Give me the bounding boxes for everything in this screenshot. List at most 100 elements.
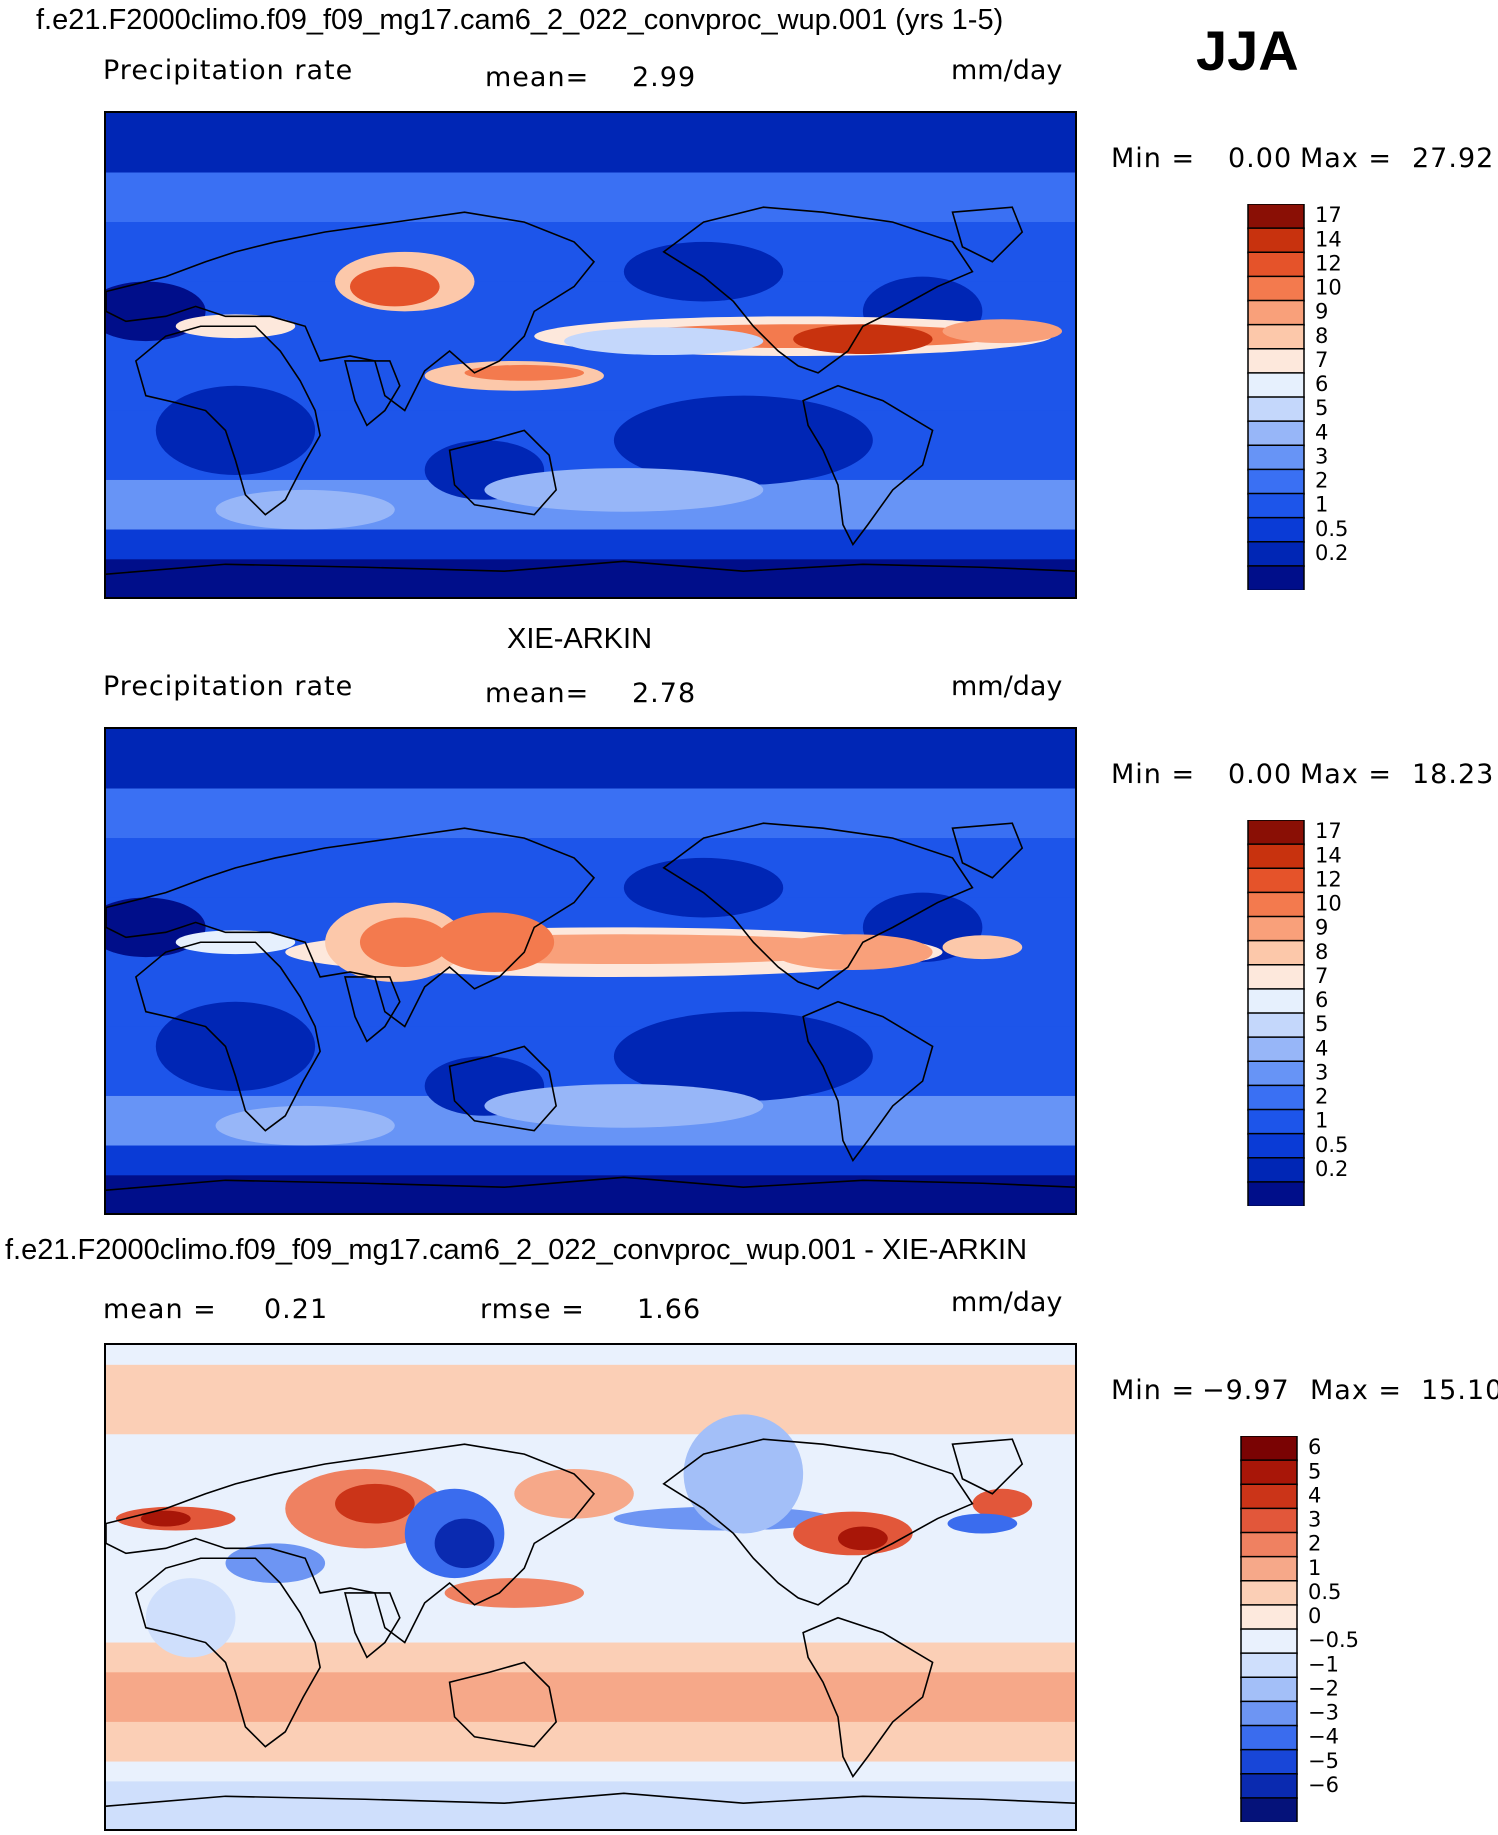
coastline — [134, 941, 321, 1132]
panel3-max-label: Max = — [1310, 1375, 1403, 1406]
colorbar-swatch — [1247, 1012, 1305, 1039]
colorbar-tick-label: −6 — [1308, 1773, 1339, 1797]
coastline — [343, 360, 401, 427]
panel1-min-value: 0.00 — [1228, 143, 1293, 174]
colorbar-swatch — [1247, 867, 1305, 894]
field-contour — [444, 1578, 585, 1608]
panel1-map — [104, 111, 1077, 599]
coastline — [802, 384, 934, 546]
colorbar-swatch — [1247, 1157, 1305, 1184]
colorbar-swatch — [1247, 915, 1305, 942]
colorbar-tick-label: 1 — [1315, 493, 1328, 517]
coastline — [448, 1045, 558, 1132]
colorbar-tick-label: 2 — [1308, 1532, 1321, 1556]
coastline — [662, 822, 974, 990]
colorbar-tick-label: 14 — [1315, 227, 1342, 251]
panel2-colorbar: 17 14 12 10 9 8 7 6 5 4 3 2 1 0.5 0.2 — [1247, 820, 1447, 1206]
colorbar-tick-label: 1 — [1308, 1556, 1321, 1580]
colorbar-swatch — [1247, 1132, 1305, 1159]
colorbar-swatch — [1247, 541, 1305, 568]
colorbar-tick-label: 7 — [1315, 348, 1328, 372]
panel2-title: XIE-ARKIN — [507, 623, 653, 655]
colorbar-tick-label: 10 — [1315, 276, 1342, 300]
field-contour — [464, 364, 585, 381]
coastline — [951, 206, 1024, 263]
colorbar-swatch — [1240, 1531, 1298, 1558]
panel2-map — [104, 727, 1077, 1215]
panel3-map — [104, 1343, 1077, 1831]
colorbar-swatch — [1247, 964, 1305, 991]
colorbar-swatch — [1247, 820, 1305, 846]
field-band — [106, 222, 1075, 282]
field-contour — [972, 1488, 1033, 1519]
colorbar-swatch — [1240, 1797, 1298, 1822]
colorbar-tick-label: 6 — [1308, 1436, 1321, 1459]
field-contour — [140, 1510, 191, 1527]
colorbar-tick-label: 12 — [1315, 251, 1342, 275]
colorbar-swatch — [1247, 251, 1305, 278]
colorbar-tick-label: 0 — [1308, 1604, 1321, 1628]
colorbar-tick-label: −1 — [1308, 1652, 1339, 1676]
colorbar-tick-label: 1 — [1315, 1109, 1328, 1133]
colorbar-tick-label: 4 — [1308, 1483, 1321, 1507]
colorbar-tick-label: 3 — [1315, 1060, 1328, 1084]
coastline — [106, 1792, 1075, 1807]
field-contour — [359, 917, 450, 968]
field-band — [106, 729, 1075, 789]
coastline — [951, 1438, 1024, 1495]
coastline — [106, 827, 596, 1028]
panel2-units: mm/day — [951, 671, 1063, 702]
colorbar-tick-label: 7 — [1315, 964, 1328, 988]
colorbar-swatch — [1247, 468, 1305, 495]
panel1-colorbar: 17 14 12 10 9 8 7 6 5 4 3 2 1 0.5 0.2 — [1247, 204, 1447, 590]
colorbar-tick-label: 17 — [1315, 204, 1342, 227]
colorbar-swatch — [1240, 1724, 1298, 1751]
panel1-mean-value: 2.99 — [632, 62, 697, 93]
field-contour — [683, 1414, 804, 1534]
colorbar-swatch — [1240, 1676, 1298, 1703]
coastline — [662, 206, 974, 374]
colorbar-swatch — [1247, 1084, 1305, 1111]
colorbar-swatch — [1240, 1700, 1298, 1727]
colorbar-swatch — [1240, 1436, 1298, 1462]
field-contour — [484, 1084, 764, 1128]
coastline — [343, 976, 401, 1043]
panel1-min-label: Min = — [1111, 143, 1196, 174]
field-contour — [837, 1526, 888, 1551]
coastline — [134, 1557, 321, 1748]
panel2-min-value: 0.00 — [1228, 759, 1293, 790]
colorbar-tick-label: 3 — [1308, 1508, 1321, 1532]
field-contour — [434, 1518, 495, 1569]
colorbar-tick-label: 17 — [1315, 820, 1342, 843]
colorbar-tick-label: 6 — [1315, 988, 1328, 1012]
field-contour — [942, 935, 1023, 960]
panel2-mean-label: mean= — [485, 678, 590, 709]
field-contour — [215, 489, 395, 530]
field-contour — [335, 1483, 415, 1524]
colorbar-tick-label: 8 — [1315, 940, 1328, 964]
colorbar-tick-label: 0.5 — [1308, 1580, 1341, 1604]
field-contour — [484, 468, 764, 512]
panel3-colorbar: 6 5 4 3 2 1 0.5 0 −0.5 −1 −2 −3 −4 −5 −6 — [1240, 1436, 1450, 1822]
colorbar-swatch — [1247, 1108, 1305, 1135]
coastline — [448, 1661, 558, 1748]
panel3-mean-label: mean = — [103, 1294, 217, 1325]
panel1-max-label: Max = — [1300, 143, 1393, 174]
panel3-min-label: Min = — [1111, 1375, 1196, 1406]
panel2-max-label: Max = — [1300, 759, 1393, 790]
field-contour — [942, 319, 1063, 344]
panel3-title: f.e21.F2000climo.f09_f09_mg17.cam6_2_022… — [5, 1234, 1028, 1266]
colorbar-swatch — [1240, 1604, 1298, 1631]
colorbar-tick-label: 0.2 — [1315, 1157, 1348, 1181]
colorbar-tick-label: 12 — [1315, 867, 1342, 891]
colorbar-swatch — [1247, 516, 1305, 543]
coastline — [662, 1438, 974, 1606]
colorbar-tick-label: 4 — [1315, 420, 1328, 444]
map-field — [106, 729, 1075, 1213]
field-contour — [613, 395, 873, 485]
panel2-min-label: Min = — [1111, 759, 1196, 790]
map-field — [106, 1345, 1075, 1829]
